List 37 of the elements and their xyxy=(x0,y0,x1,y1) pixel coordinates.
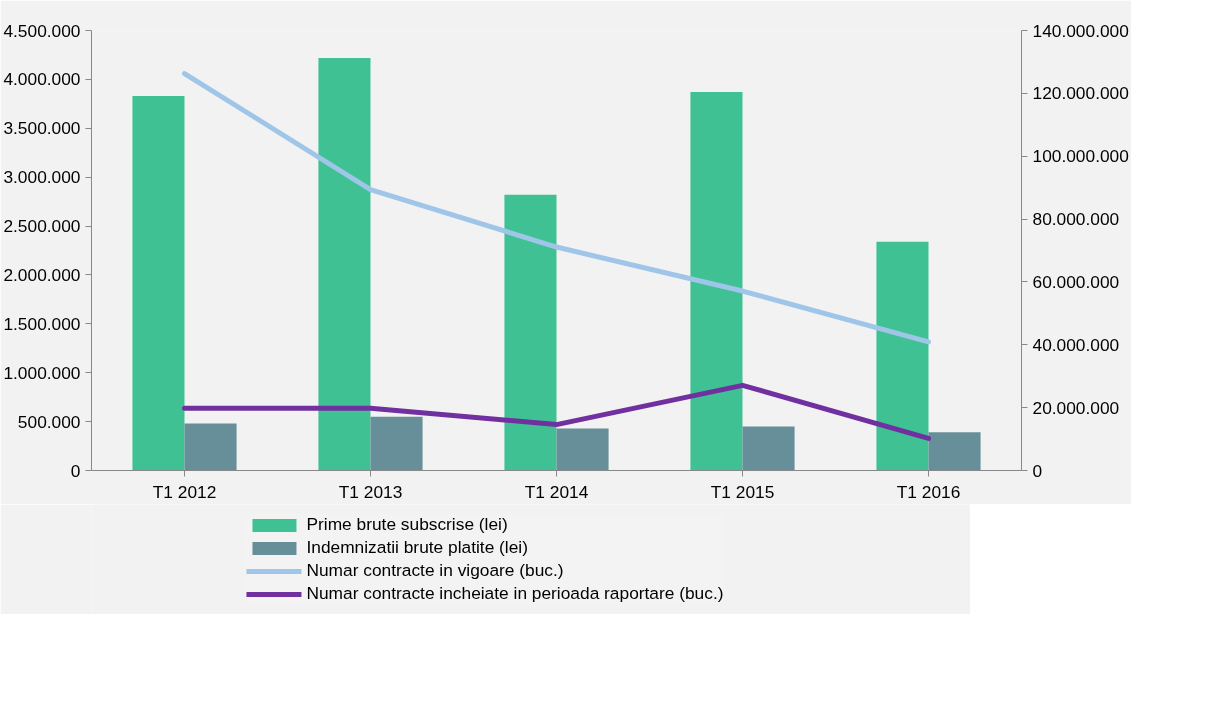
bar xyxy=(184,423,237,471)
y2-tick-label: 60.000.000 xyxy=(1032,271,1120,292)
y-tick-label: 0 xyxy=(70,460,81,481)
bar xyxy=(928,432,981,471)
bar xyxy=(318,57,371,471)
x-tick-label: T1 2012 xyxy=(152,481,217,502)
legend-label: Numar contracte in vigoare (buc.) xyxy=(306,560,564,581)
x-tick-label: T1 2016 xyxy=(896,481,961,502)
x-tick-label: T1 2013 xyxy=(338,481,403,502)
y-tick-label: 4.500.000 xyxy=(3,20,81,41)
bar xyxy=(132,96,185,471)
y-tick-label: 1.500.000 xyxy=(3,313,81,334)
y-tick-label: 500.000 xyxy=(17,411,81,432)
y-tick-label: 2.500.000 xyxy=(3,216,81,237)
bar xyxy=(742,426,795,471)
y2-tick-label: 0 xyxy=(1032,460,1043,481)
x-tick-label: T1 2015 xyxy=(710,481,775,502)
legend-label: Numar contracte incheiate in perioada raportare (buc.) xyxy=(306,583,724,604)
y2-tick-label: 80.000.000 xyxy=(1032,209,1120,230)
y2-tick-label: 140.000.000 xyxy=(1032,20,1129,41)
bar xyxy=(504,194,557,471)
y-tick-label: 3.500.000 xyxy=(3,118,81,139)
bar xyxy=(370,416,423,471)
bar xyxy=(876,241,929,471)
y-tick-label: 3.000.000 xyxy=(3,167,81,188)
bar xyxy=(556,428,609,471)
x-tick-label: T1 2014 xyxy=(524,481,589,502)
y-tick-label: 2.000.000 xyxy=(3,264,81,285)
legend-label: Indemnizatii brute platite (lei) xyxy=(306,537,528,558)
y-tick-label: 4.000.000 xyxy=(3,69,81,90)
y2-tick-label: 40.000.000 xyxy=(1032,334,1120,355)
y2-tick-label: 120.000.000 xyxy=(1032,83,1129,104)
y2-tick-label: 100.000.000 xyxy=(1032,146,1129,167)
y2-tick-label: 20.000.000 xyxy=(1032,397,1120,418)
legend-label: Prime brute subscrise (lei) xyxy=(306,514,508,535)
bar xyxy=(690,92,743,471)
y-tick-label: 1.000.000 xyxy=(3,362,81,383)
